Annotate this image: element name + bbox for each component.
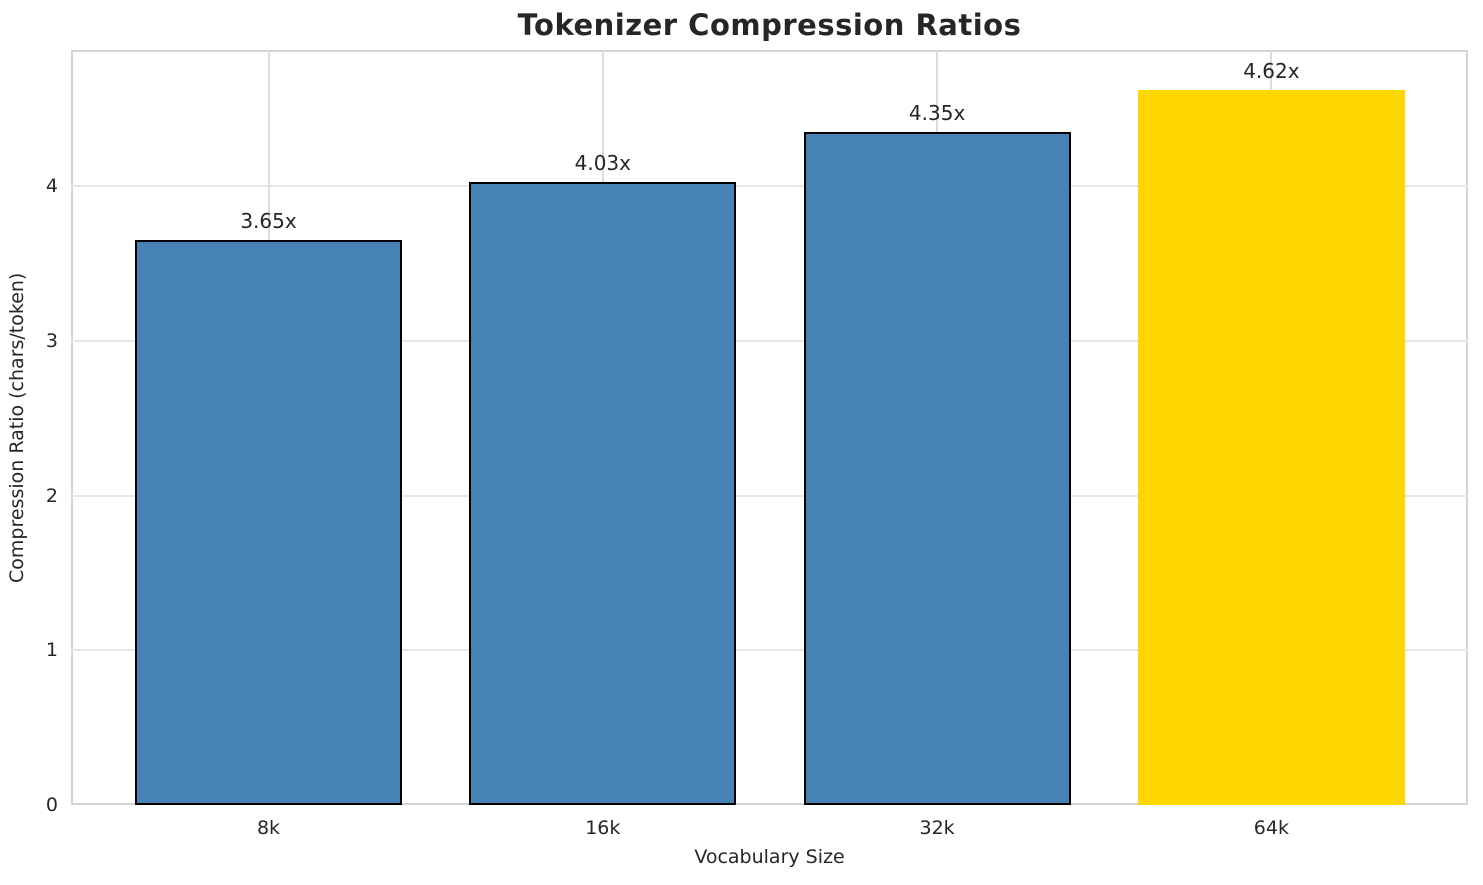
- x-tick-label: 64k: [1253, 817, 1289, 839]
- x-tick-label: 32k: [919, 817, 955, 839]
- bar-value-label: 4.62x: [1243, 59, 1300, 84]
- y-axis-label: Compression Ratio (chars/token): [6, 272, 28, 583]
- horizontal-gridline: [71, 494, 1468, 497]
- x-tick-label: 16k: [585, 817, 621, 839]
- bar-value-label: 3.65x: [240, 209, 297, 234]
- bar-32k: [803, 131, 1071, 805]
- y-tick-label: 0: [45, 794, 58, 816]
- bar-value-label: 4.03x: [574, 150, 631, 175]
- y-tick-label: 1: [45, 639, 58, 662]
- horizontal-gridline: [71, 339, 1468, 342]
- y-tick-label: 4: [45, 175, 58, 198]
- horizontal-gridline: [71, 185, 1468, 188]
- bar-64k: [1137, 90, 1405, 805]
- horizontal-gridline: [71, 649, 1468, 652]
- y-tick-label: 3: [45, 329, 58, 352]
- x-tick-label: 8k: [256, 817, 281, 839]
- chart-title: Tokenizer Compression Ratios: [517, 8, 1022, 42]
- x-axis-label: Vocabulary Size: [694, 846, 845, 868]
- bar-value-label: 4.35x: [908, 100, 966, 125]
- bar-8k: [135, 240, 402, 805]
- y-tick-label: 2: [45, 484, 58, 507]
- bar-16k: [469, 181, 737, 805]
